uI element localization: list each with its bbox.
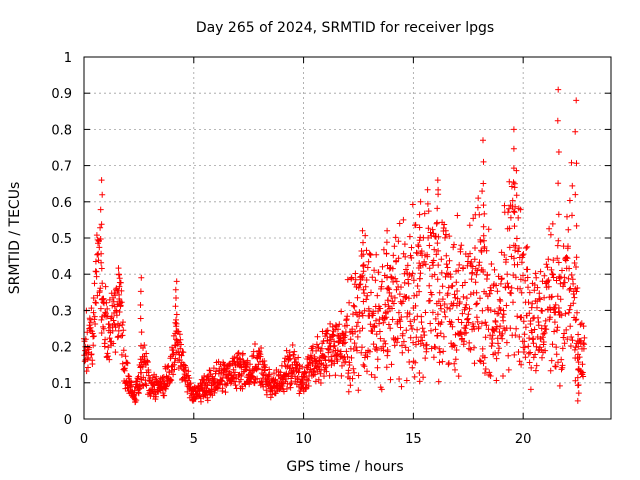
y-tick-label: 0.3 (51, 304, 72, 319)
y-tick-label: 0 (64, 413, 72, 428)
y-tick-label: 0.8 (51, 123, 72, 138)
y-tick-label: 0.4 (51, 268, 72, 283)
x-tick-label: 15 (405, 432, 422, 447)
chart-title: Day 265 of 2024, SRMTID for receiver lpg… (196, 20, 494, 36)
x-tick-label: 10 (295, 432, 312, 447)
y-tick-label: 0.7 (51, 160, 72, 175)
x-tick-label: 20 (515, 432, 532, 447)
y-tick-label: 0.9 (51, 87, 72, 102)
axis-ticks: 00.10.20.30.40.50.60.70.80.910 5 10 15 20 (51, 51, 611, 447)
y-tick-label: 1 (64, 51, 72, 66)
y-tick-label: 0.5 (51, 232, 72, 247)
y-tick-label: 0.6 (51, 196, 72, 211)
y-axis-label: SRMTID / TECUs (7, 182, 23, 295)
x-axis-label: GPS time / hours (286, 459, 403, 475)
y-tick-label: 0.1 (51, 377, 72, 392)
x-tick-label: 0 (80, 432, 88, 447)
y-tick-label: 0.2 (51, 341, 72, 356)
x-tick-label: 5 (190, 432, 198, 447)
